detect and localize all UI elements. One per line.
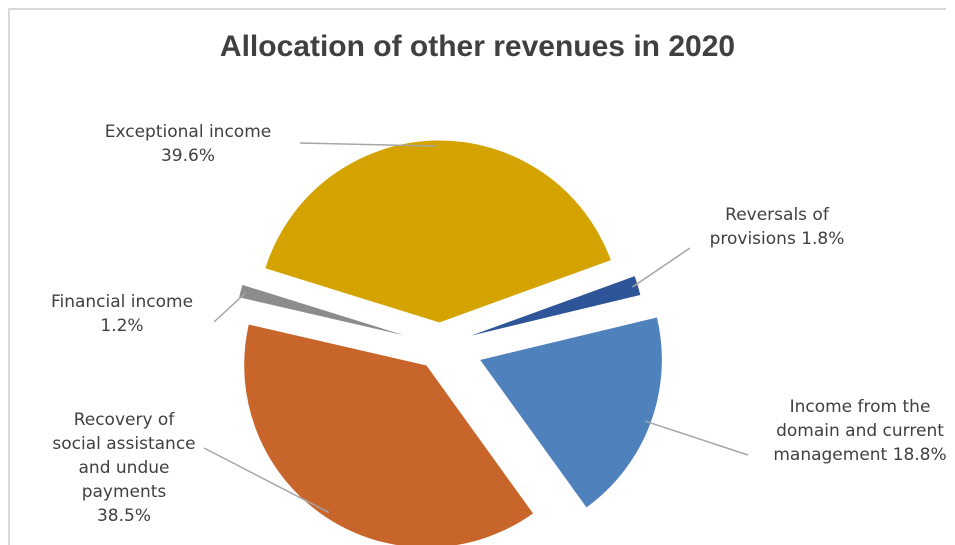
- slice-label-2: Recovery of social assistance and undue pay…: [52, 410, 195, 526]
- pie-slice-2: [243, 323, 535, 545]
- slice-label-line: domain and current: [776, 421, 944, 441]
- pie-slices: [237, 139, 663, 545]
- pie-slice-0: [462, 274, 642, 339]
- slice-label-line: 39.6%: [161, 146, 215, 166]
- slice-label-0: Reversals of provisions 1.8%: [710, 205, 845, 249]
- slice-label-4: Exceptional income 39.6%: [105, 122, 271, 166]
- slice-label-line: Reversals of: [725, 205, 830, 225]
- pie-slice-3: [237, 283, 417, 340]
- chart-frame: [8, 8, 946, 545]
- slice-label-line: management 18.8%: [773, 445, 946, 465]
- slice-label-line: and undue: [79, 458, 170, 478]
- leader-line-4: [299, 142, 436, 147]
- slice-label-line: Exceptional income: [105, 122, 271, 142]
- slice-label-3: Financial income 1.2%: [51, 292, 193, 336]
- pie-slice-4: [264, 139, 613, 324]
- slice-labels: Reversals of provisions 1.8% Income from t…: [51, 122, 947, 526]
- slice-label-line: Recovery of: [74, 410, 176, 430]
- slice-label-1: Income from the domain and current managem…: [773, 397, 946, 465]
- slice-label-line: Income from the: [790, 397, 931, 417]
- slice-label-line: Financial income: [51, 292, 193, 312]
- chart-title: Allocation of other revenues in 2020: [219, 30, 736, 63]
- slice-label-line: 38.5%: [97, 506, 151, 526]
- slice-label-line: payments: [82, 482, 167, 502]
- leader-lines: [203, 142, 749, 514]
- leader-line-0: [632, 247, 691, 288]
- slice-label-line: provisions 1.8%: [710, 229, 845, 249]
- leader-line-3: [213, 291, 247, 323]
- slice-label-line: 1.2%: [100, 316, 143, 336]
- slice-label-line: social assistance: [52, 434, 195, 454]
- leader-line-2: [203, 447, 330, 514]
- leader-line-1: [645, 420, 749, 456]
